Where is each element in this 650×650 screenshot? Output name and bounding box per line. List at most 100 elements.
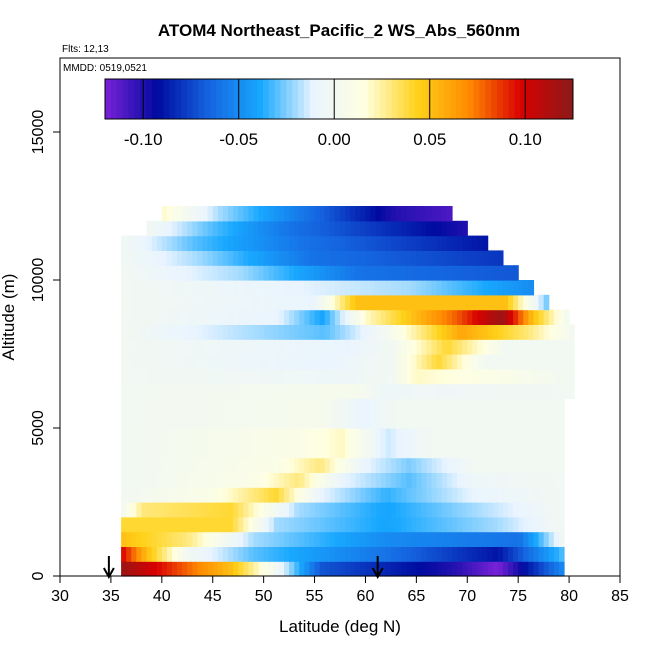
heatmap-cell: [278, 383, 285, 399]
heatmap-cell: [360, 309, 367, 325]
heatmap-cell: [543, 294, 550, 311]
heatmap-cell: [248, 531, 255, 547]
heatmap-cell: [217, 457, 224, 473]
heatmap-cell: [385, 516, 392, 533]
heatmap-cell: [319, 309, 326, 325]
heatmap-cell: [192, 206, 199, 222]
heatmap-cell: [334, 428, 341, 459]
heatmap-cell: [558, 398, 565, 429]
heatmap-cell: [243, 516, 249, 533]
heatmap-cell: [528, 457, 535, 473]
heatmap-cell: [441, 206, 448, 222]
heatmap-cell: [553, 561, 560, 577]
heatmap-cell: [182, 220, 188, 237]
heatmap-cell: [370, 220, 377, 237]
heatmap-cell: [228, 546, 234, 562]
heatmap-cell: [452, 324, 458, 340]
heatmap-cell: [401, 339, 407, 355]
heatmap-cell: [436, 561, 443, 577]
heatmap-cell: [360, 265, 367, 281]
heatmap-cell: [411, 324, 417, 340]
heatmap-cell: [121, 546, 127, 562]
heatmap-cell: [253, 516, 260, 533]
heatmap-cell: [416, 487, 423, 503]
heatmap-cell: [426, 220, 433, 237]
heatmap-cell: [273, 206, 280, 222]
heatmap-cell: [238, 428, 244, 459]
heatmap-cell: [548, 487, 555, 503]
y-tick-label: 0: [30, 571, 47, 580]
heatmap-cell: [207, 294, 214, 311]
heatmap-cell: [396, 220, 402, 237]
heatmap-cell: [248, 428, 255, 459]
heatmap-cell: [172, 265, 178, 281]
heatmap-cell: [299, 265, 305, 281]
heatmap-cell: [497, 546, 504, 562]
heatmap-cell: [457, 235, 463, 251]
heatmap-cell: [533, 368, 540, 385]
heatmap-cell: [324, 324, 331, 340]
heatmap-cell: [411, 280, 417, 296]
heatmap-cell: [146, 309, 153, 325]
heatmap-cell: [304, 546, 311, 562]
heatmap-cell: [482, 457, 489, 473]
heatmap-cell: [304, 516, 311, 533]
heatmap-cell: [487, 280, 494, 296]
heatmap-cell: [487, 531, 494, 547]
heatmap-cell: [396, 235, 402, 251]
heatmap-cell: [401, 546, 407, 562]
heatmap-cell: [217, 487, 224, 503]
heatmap-cell: [166, 531, 173, 547]
heatmap-cell: [426, 398, 433, 429]
heatmap-cell: [238, 457, 244, 473]
heatmap-cell: [207, 354, 214, 370]
heatmap-cell: [390, 487, 397, 503]
heatmap-cell: [401, 235, 407, 251]
heatmap-cell: [436, 516, 443, 533]
heatmap-cell: [294, 368, 300, 385]
heatmap-cell: [365, 309, 372, 325]
heatmap-cell: [350, 235, 356, 251]
heatmap-cell: [258, 324, 265, 340]
heatmap-cell: [268, 368, 275, 385]
heatmap-cell: [263, 487, 270, 503]
heatmap-cell: [268, 220, 275, 237]
heatmap-cell: [304, 561, 311, 577]
heatmap-cell: [212, 472, 219, 488]
heatmap-cell: [467, 398, 473, 429]
heatmap-cell: [365, 324, 372, 340]
heatmap-cell: [441, 516, 448, 533]
heatmap-cell: [385, 339, 392, 355]
heatmap-cell: [253, 250, 260, 266]
heatmap-cell: [151, 502, 158, 518]
heatmap-cell: [355, 428, 361, 459]
heatmap-cell: [334, 383, 341, 399]
heatmap-cell: [411, 487, 417, 503]
heatmap-cell: [278, 206, 285, 222]
heatmap-cell: [502, 487, 509, 503]
heatmap-cell: [421, 324, 428, 340]
heatmap-cell: [482, 294, 489, 311]
heatmap-cell: [309, 398, 316, 429]
heatmap-cell: [411, 516, 417, 533]
heatmap-cell: [197, 531, 204, 547]
heatmap-cell: [569, 354, 575, 370]
colorbar-swatch: [391, 79, 398, 119]
heatmap-cell: [350, 309, 356, 325]
heatmap-cell: [390, 265, 397, 281]
colorbar-swatch: [479, 79, 486, 119]
heatmap-cell: [284, 546, 290, 562]
heatmap-cell: [146, 280, 153, 296]
heatmap-cell: [441, 354, 448, 370]
heatmap-cell: [365, 265, 372, 281]
heatmap-cell: [156, 546, 163, 562]
heatmap-cell: [212, 235, 219, 251]
heatmap-cell: [121, 235, 127, 251]
heatmap-cell: [253, 265, 260, 281]
heatmap-cell: [197, 250, 204, 266]
heatmap-cell: [457, 531, 463, 547]
heatmap-cell: [202, 309, 209, 325]
heatmap-cell: [121, 368, 127, 385]
heatmap-cell: [284, 354, 290, 370]
heatmap-cell: [416, 383, 423, 399]
